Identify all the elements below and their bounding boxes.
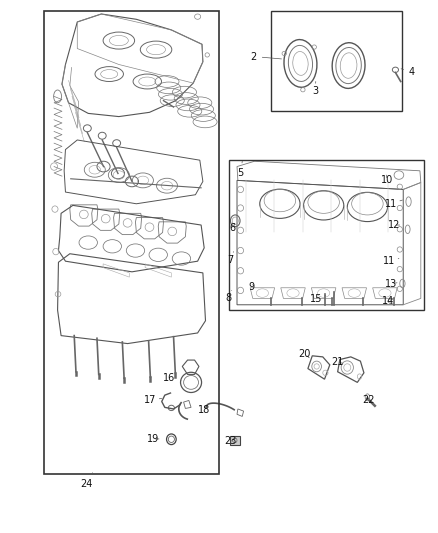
Text: 4: 4: [400, 68, 414, 77]
Bar: [43, 11, 218, 474]
Text: 11: 11: [384, 199, 402, 209]
Text: 11: 11: [382, 256, 398, 266]
Text: 2: 2: [250, 52, 281, 61]
Bar: [271, 11, 402, 111]
Bar: [230, 435, 239, 445]
Text: 18: 18: [198, 405, 210, 415]
Text: 6: 6: [229, 223, 235, 233]
Text: 9: 9: [247, 282, 254, 292]
Text: 12: 12: [387, 220, 399, 230]
Text: 3: 3: [311, 82, 317, 96]
Text: 8: 8: [225, 290, 231, 303]
Text: 21: 21: [331, 357, 343, 367]
Text: 15: 15: [309, 294, 325, 304]
Text: 20: 20: [298, 349, 310, 359]
Bar: [229, 160, 424, 310]
Text: 10: 10: [380, 175, 392, 185]
Text: 17: 17: [144, 395, 161, 406]
Text: 7: 7: [227, 252, 233, 265]
Text: 19: 19: [147, 434, 159, 445]
Text: 22: 22: [361, 395, 374, 406]
Text: 5: 5: [237, 161, 243, 179]
Text: 14: 14: [381, 296, 393, 306]
Text: 13: 13: [384, 279, 396, 288]
Text: 24: 24: [80, 473, 92, 489]
Text: 16: 16: [162, 373, 180, 383]
Text: 23: 23: [224, 436, 236, 446]
